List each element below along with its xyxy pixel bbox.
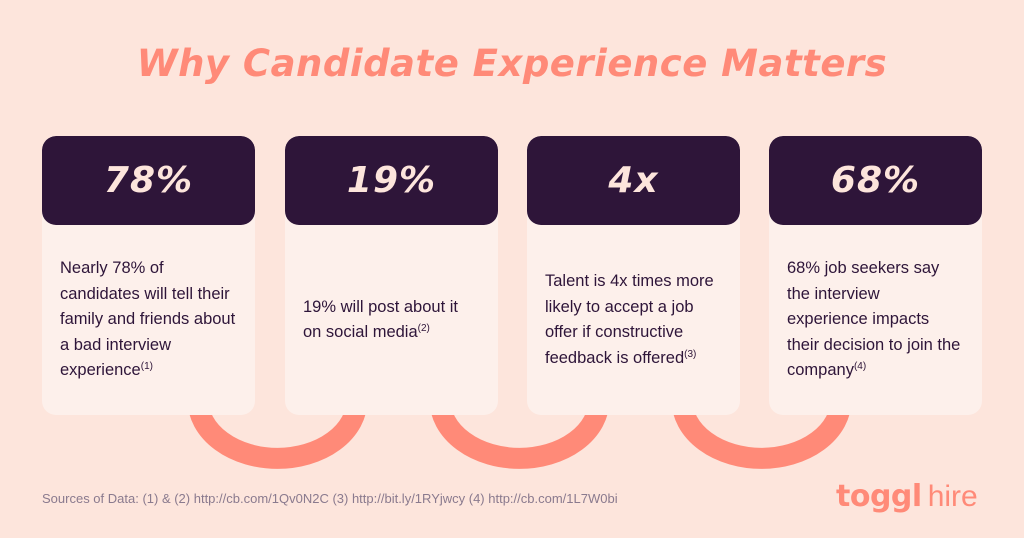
stat-card-2: 19% 19% will post about it on social med…: [285, 136, 498, 415]
stat-card-header: 4x: [527, 136, 740, 225]
stat-card-header: 19%: [285, 136, 498, 225]
stat-value: 78%: [103, 160, 194, 201]
stat-value: 68%: [830, 160, 921, 201]
stat-card-3: 4x Talent is 4x times more likely to acc…: [527, 136, 740, 415]
logo-product: hire: [927, 480, 978, 513]
stat-description: Talent is 4x times more likely to accept…: [545, 272, 714, 367]
sources-footnote: Sources of Data: (1) & (2) http://cb.com…: [42, 491, 618, 506]
stat-card-4: 68% 68% job seekers say the interview ex…: [769, 136, 982, 415]
connector-arc-1: [187, 399, 368, 469]
stat-value: 4x: [608, 160, 659, 201]
stat-card-header: 78%: [42, 136, 255, 225]
connector-arc-3: [671, 399, 852, 469]
stat-description: Nearly 78% of candidates will tell their…: [60, 259, 236, 380]
footnote-ref: (4): [853, 361, 867, 373]
logo-brand: toggl: [836, 479, 922, 514]
stat-description: 68% job seekers say the interview experi…: [787, 259, 961, 380]
footnote-ref: (2): [417, 323, 430, 334]
stat-description: 19% will post about it on social media(2…: [303, 297, 459, 342]
stat-value: 19%: [346, 160, 437, 201]
footnote-ref: (3): [684, 348, 697, 360]
stat-card-header: 68%: [769, 136, 982, 225]
stat-card-1: 78% Nearly 78% of candidates will tell t…: [42, 136, 255, 415]
connector-arc-2: [429, 399, 610, 469]
footnote-ref: (1): [140, 361, 153, 373]
page-title: Why Candidate Experience Matters: [136, 42, 888, 85]
toggl-hire-logo: toggl hire: [836, 479, 978, 515]
